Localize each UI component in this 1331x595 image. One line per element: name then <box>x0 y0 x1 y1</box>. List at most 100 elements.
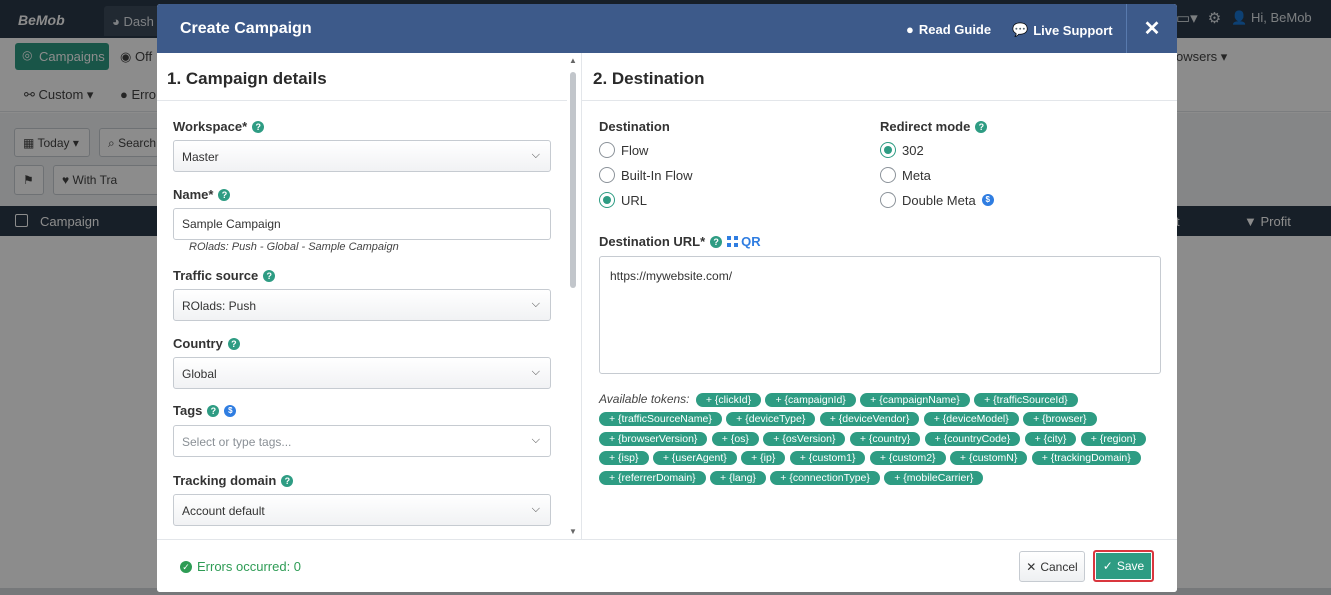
traffic-filter[interactable]: ♥ With Tra <box>53 165 161 195</box>
scroll-up-icon[interactable]: ▲ <box>569 56 577 65</box>
radio-built-in-flow[interactable]: Built-In Flow <box>599 167 693 183</box>
select-all-checkbox[interactable] <box>15 214 28 227</box>
gear-icon[interactable]: ⚙ <box>1207 10 1222 27</box>
token-chip[interactable]: + {trackingDomain} <box>1031 451 1141 466</box>
user-icon: 👤 <box>1231 10 1251 25</box>
monitor-icon[interactable]: ▭▾ <box>1176 10 1198 27</box>
browsers-nav-item[interactable]: owsers ▾ <box>1176 49 1228 64</box>
radio-meta[interactable]: Meta <box>880 167 931 183</box>
token-chip[interactable]: + {region} <box>1080 431 1147 446</box>
token-chip[interactable]: + {city} <box>1024 431 1077 446</box>
token-chip[interactable]: + {mobileCarrier} <box>884 470 984 485</box>
save-button[interactable]: ✓ Save <box>1093 550 1154 582</box>
destination-label-text: Destination <box>599 119 670 134</box>
token-chip[interactable]: + {isp} <box>599 451 649 466</box>
help-icon[interactable]: ? <box>263 269 276 282</box>
help-icon[interactable]: ? <box>227 337 240 350</box>
tracking-domain-select[interactable]: Account default ⌵ <box>173 494 551 526</box>
sort-icon: ▼ <box>1244 214 1261 229</box>
live-support-link[interactable]: 💬 Live Support <box>1012 22 1113 38</box>
radio-double-meta[interactable]: Double Meta $ <box>880 192 994 208</box>
qr-link[interactable]: QR <box>727 234 761 249</box>
radio-url[interactable]: URL <box>599 192 647 208</box>
help-icon[interactable]: ? <box>218 188 231 201</box>
destination-url-input[interactable]: https://mywebsite.com/ <box>599 256 1161 374</box>
offers-nav-label: Off <box>134 49 153 64</box>
modal-title: Create Campaign <box>180 20 312 37</box>
chevron-down-icon: ⌵ <box>531 149 540 161</box>
workspace-label: Workspace* ? <box>173 119 265 134</box>
campaign-column-header[interactable]: Campaign <box>40 214 100 229</box>
radio-button[interactable] <box>599 142 615 158</box>
tags-select[interactable]: Select or type tags... ⌵ <box>173 425 551 457</box>
errors-nav-item[interactable]: ● Erro <box>120 87 156 102</box>
partial-column-header[interactable]: t <box>1176 214 1180 229</box>
token-chip[interactable]: + {browserVersion} <box>599 431 708 446</box>
token-chip[interactable]: + {connectionType} <box>770 470 880 485</box>
radio-302[interactable]: 302 <box>880 142 924 158</box>
scrollbar-thumb[interactable] <box>570 72 576 288</box>
user-menu[interactable]: 👤 Hi, BeMob <box>1231 10 1312 26</box>
token-chip[interactable]: + {deviceType} <box>726 412 816 427</box>
radio-button[interactable] <box>880 167 896 183</box>
token-chip[interactable]: + {custom1} <box>789 451 866 466</box>
token-chip[interactable]: + {ip} <box>741 451 786 466</box>
token-chip[interactable]: + {trafficSourceId} <box>974 392 1078 407</box>
token-chip[interactable]: + {campaignName} <box>860 392 970 407</box>
country-value: Global <box>182 367 217 381</box>
token-chip[interactable]: + {campaignId} <box>765 392 856 407</box>
help-icon[interactable]: ? <box>252 120 265 133</box>
token-chip[interactable]: + {clickId} <box>695 392 762 407</box>
read-guide-link[interactable]: ● Read Guide <box>906 22 991 37</box>
token-chip[interactable]: + {country} <box>849 431 921 446</box>
left-pane-scrollbar[interactable]: ▲ ▼ <box>567 56 579 536</box>
token-chip[interactable]: + {userAgent} <box>652 451 737 466</box>
token-chip[interactable]: + {os} <box>711 431 759 446</box>
date-filter[interactable]: ▦ Today ▾ <box>14 128 90 157</box>
help-icon[interactable]: ? <box>710 235 723 248</box>
custom-nav-item[interactable]: ⚯ Custom ▾ <box>24 87 94 102</box>
create-campaign-modal: Create Campaign ● Read Guide 💬 Live Supp… <box>157 4 1177 592</box>
token-chip[interactable]: + {lang} <box>710 470 766 485</box>
scroll-down-icon[interactable]: ▼ <box>569 527 577 536</box>
radio-flow[interactable]: Flow <box>599 142 648 158</box>
token-chip[interactable]: + {referrerDomain} <box>599 470 706 485</box>
token-chip[interactable]: + {custom2} <box>869 451 946 466</box>
profit-header-label: Profit <box>1260 214 1291 229</box>
token-chip[interactable]: + {trafficSourceName} <box>599 412 722 427</box>
traffic-filter-label: With Tra <box>72 173 118 187</box>
token-chip[interactable]: + {countryCode} <box>924 431 1021 446</box>
help-icon[interactable]: ? <box>207 404 220 417</box>
workspace-select[interactable]: Master ⌵ <box>173 140 551 172</box>
custom-icon: ⚯ <box>24 87 39 102</box>
close-button[interactable]: ✕ <box>1126 4 1177 53</box>
check-icon: ✓ <box>1102 559 1113 573</box>
help-icon[interactable]: ? <box>975 120 988 133</box>
flag-filter[interactable]: ⚑ <box>14 165 44 195</box>
campaign-name-input[interactable] <box>173 208 551 240</box>
tracking-domain-value: Account default <box>182 504 265 518</box>
tags-label: Tags ? $ <box>173 403 237 418</box>
dashboard-icon: ◕ <box>112 14 124 29</box>
country-label-text: Country <box>173 336 223 351</box>
radio-button[interactable] <box>880 192 896 208</box>
token-chip[interactable]: + {browser} <box>1023 412 1097 427</box>
token-chip[interactable]: + {osVersion} <box>763 431 846 446</box>
radio-button-selected[interactable] <box>880 142 896 158</box>
search-filter-label: Search <box>118 136 157 150</box>
radio-button-selected[interactable] <box>599 192 615 208</box>
campaigns-nav-button[interactable]: Campaigns <box>15 43 109 70</box>
token-chip[interactable]: + {deviceVendor} <box>819 412 920 427</box>
offers-nav-item[interactable]: ◉ Off <box>120 49 152 65</box>
help-icon[interactable]: ? <box>281 474 294 487</box>
token-chip[interactable]: + {customN} <box>949 451 1028 466</box>
search-filter[interactable]: ⌕ Search <box>99 128 159 157</box>
tab-dashboard[interactable]: ◕ Dash <box>104 6 164 36</box>
country-select[interactable]: Global ⌵ <box>173 357 551 389</box>
traffic-source-select[interactable]: ROlads: Push ⌵ <box>173 289 551 321</box>
radio-button[interactable] <box>599 167 615 183</box>
token-chip[interactable]: + {deviceModel} <box>923 412 1019 427</box>
cancel-button[interactable]: ✕ Cancel <box>1019 551 1085 582</box>
profit-column-header[interactable]: ▼ Profit <box>1244 214 1291 229</box>
tracking-domain-label-text: Tracking domain <box>173 473 277 488</box>
